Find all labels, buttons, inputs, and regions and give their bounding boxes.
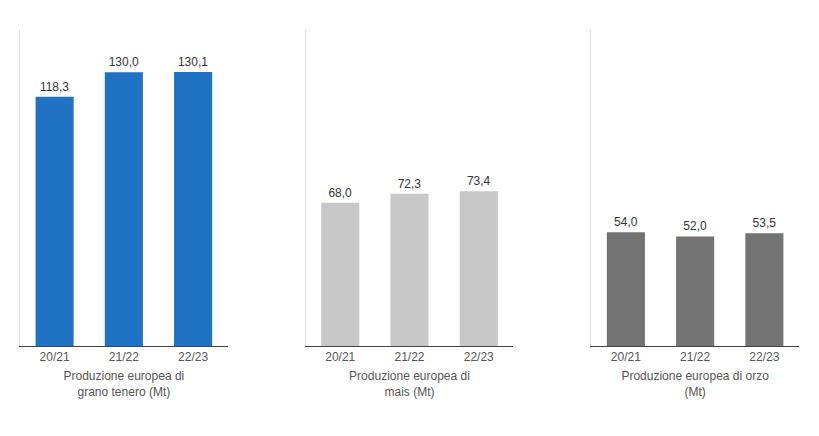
- svg-text:52,0: 52,0: [683, 219, 707, 233]
- svg-text:53,5: 53,5: [753, 216, 777, 230]
- svg-text:20/21: 20/21: [325, 350, 355, 364]
- svg-text:130,0: 130,0: [109, 55, 139, 69]
- svg-text:Produzione europea dimais (Mt): Produzione europea dimais (Mt): [349, 369, 470, 399]
- svg-text:20/21: 20/21: [611, 350, 641, 364]
- svg-text:54,0: 54,0: [614, 215, 638, 229]
- svg-text:20/21: 20/21: [40, 350, 70, 364]
- svg-text:22/23: 22/23: [178, 350, 208, 364]
- svg-text:Produzione europea di orzo(Mt): Produzione europea di orzo(Mt): [621, 369, 769, 399]
- svg-text:118,3: 118,3: [40, 80, 69, 94]
- svg-text:130,1: 130,1: [178, 55, 208, 69]
- svg-text:Produzione europea digrano ten: Produzione europea digrano tenero (Mt): [63, 369, 184, 399]
- svg-text:22/23: 22/23: [464, 350, 494, 364]
- svg-text:21/22: 21/22: [109, 350, 139, 364]
- svg-text:21/22: 21/22: [394, 350, 424, 364]
- svg-text:22/23: 22/23: [749, 350, 779, 364]
- svg-text:73,4: 73,4: [467, 174, 491, 188]
- svg-text:72,3: 72,3: [398, 177, 422, 191]
- svg-text:68,0: 68,0: [328, 186, 352, 200]
- svg-text:21/22: 21/22: [680, 350, 710, 364]
